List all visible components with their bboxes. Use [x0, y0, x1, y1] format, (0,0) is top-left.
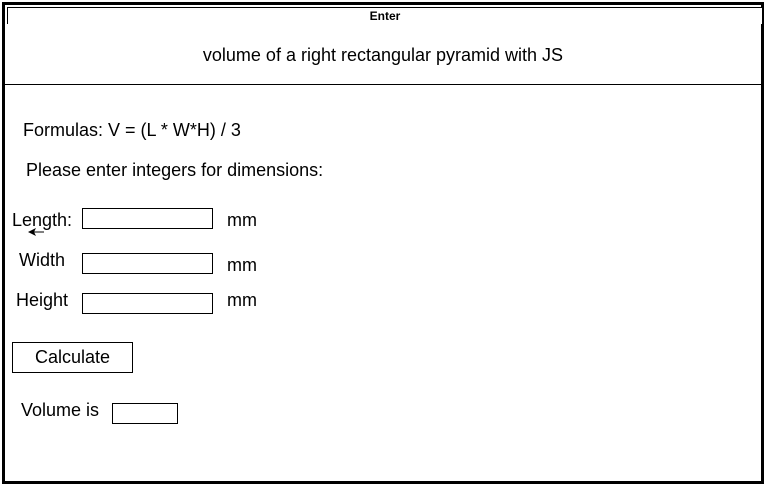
- arrow-left-icon: [28, 228, 44, 236]
- instruction-text: Please enter integers for dimensions:: [26, 160, 324, 180]
- length-input[interactable]: [82, 208, 213, 229]
- length-label: Length:: [12, 210, 73, 230]
- formula-text: Formulas: V = (L * W*H) / 3: [23, 120, 241, 140]
- result-output: [112, 403, 178, 424]
- length-unit: mm: [227, 210, 257, 230]
- page-header: volume of a right rectangular pyramid wi…: [5, 24, 761, 85]
- width-input[interactable]: [82, 253, 213, 274]
- width-unit: mm: [227, 255, 257, 275]
- height-input[interactable]: [82, 293, 213, 314]
- page-title: volume of a right rectangular pyramid wi…: [202, 45, 564, 65]
- height-label: Height: [16, 290, 69, 310]
- calculate-button[interactable]: Calculate: [12, 342, 133, 373]
- result-label: Volume is: [21, 400, 100, 420]
- width-label: Width: [19, 250, 66, 270]
- window-title: Enter: [369, 9, 401, 23]
- window-title-bar: Enter: [7, 7, 763, 25]
- height-unit: mm: [227, 290, 257, 310]
